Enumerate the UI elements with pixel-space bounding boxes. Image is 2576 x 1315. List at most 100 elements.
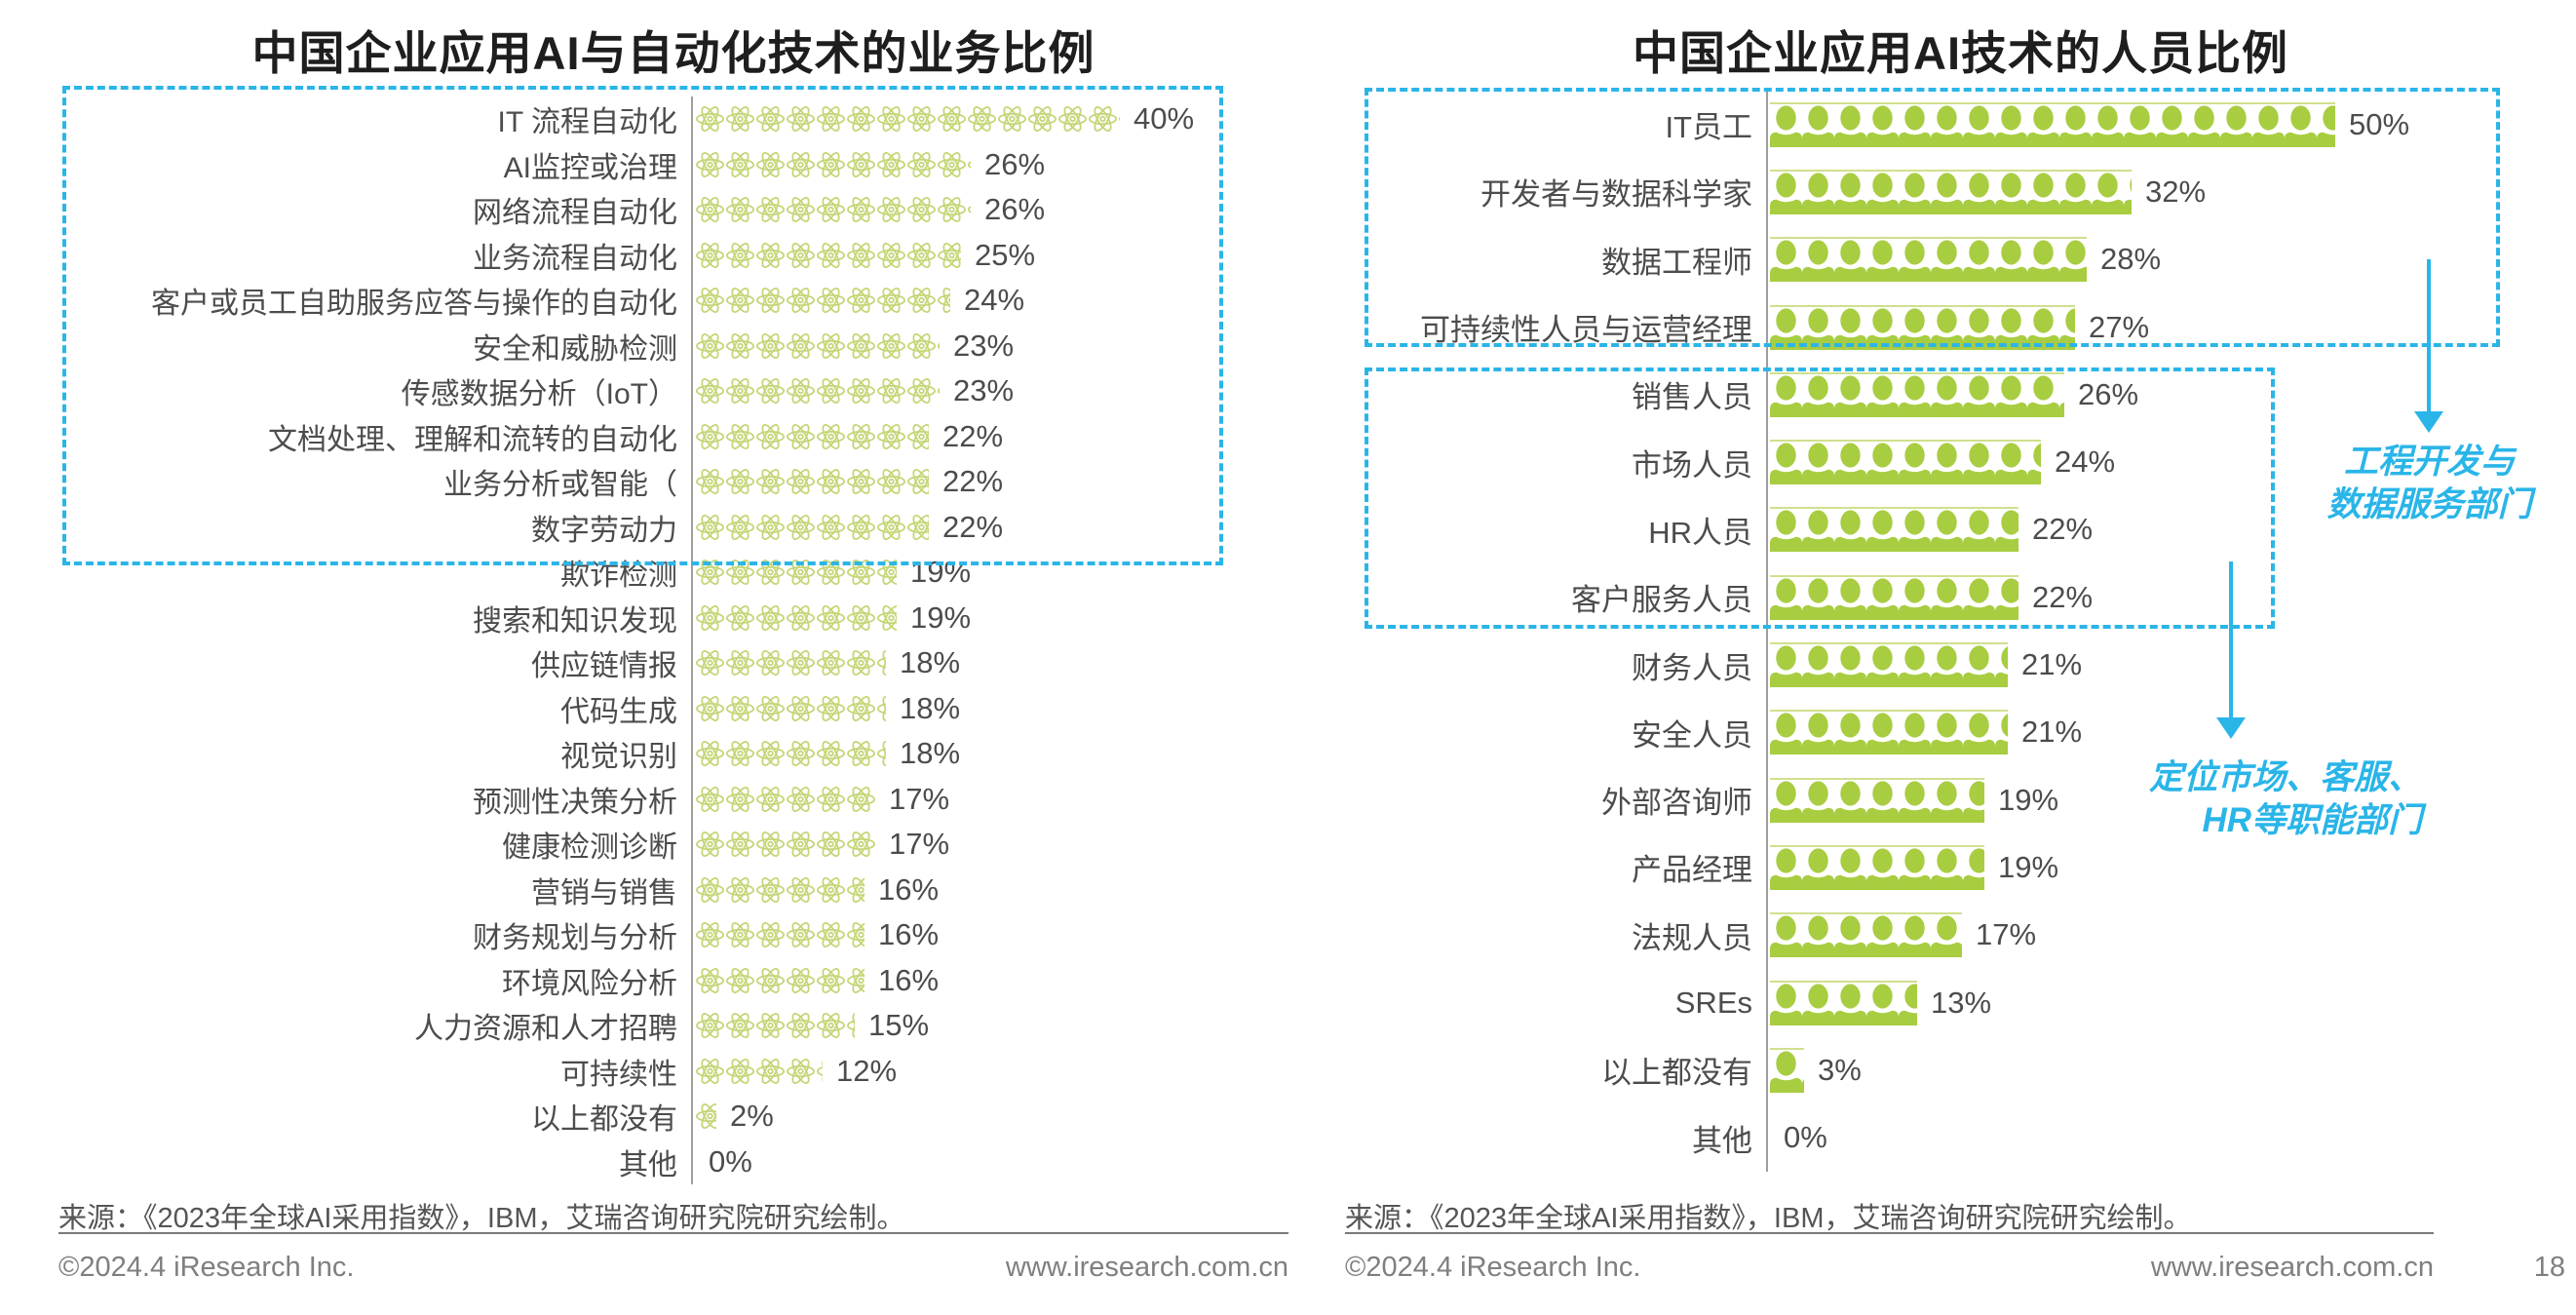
value-label: 32% <box>2145 174 2207 209</box>
value-label: 22% <box>942 418 1004 453</box>
atom-icon <box>695 739 725 768</box>
value-label: 26% <box>2078 376 2139 411</box>
chart-row: SREs 13% <box>1345 968 2576 1037</box>
category-label: 数字劳动力 <box>531 514 677 547</box>
category-label: 财务规划与分析 <box>473 922 677 955</box>
person-icon <box>1866 172 1899 214</box>
bar-zone: 17% <box>1766 901 2576 969</box>
bar-zone: 17% <box>691 776 1288 822</box>
category-label: 视觉识别 <box>560 741 677 774</box>
atom-icon <box>786 241 816 270</box>
bar-zone: 18% <box>691 731 1288 777</box>
person-icon <box>1931 442 1963 485</box>
copyright-text: ©2024.4 iResearch Inc. <box>1345 1252 1641 1283</box>
atom-icon <box>786 195 816 224</box>
person-icon <box>1899 983 1917 1025</box>
category-label: 外部咨询师 <box>1601 786 1752 821</box>
atom-icon <box>876 694 886 723</box>
atom-icon <box>1088 104 1118 134</box>
atom-icon <box>846 195 876 224</box>
person-icon <box>1802 509 1834 553</box>
category-label: 文档处理、理解和流转的自动化 <box>268 423 677 456</box>
atom-icon <box>755 739 786 768</box>
annotation-functional-dept: 定位市场、客服、 HR等职能部门 <box>2032 756 2422 842</box>
person-icon <box>1834 914 1866 958</box>
chart-row: HR人员 22% <box>1345 495 2576 564</box>
pictogram-bar <box>695 241 961 270</box>
atom-icon <box>937 150 967 179</box>
atom-icon <box>967 195 971 224</box>
bar-zone: 0% <box>691 1139 1288 1184</box>
atom-icon <box>786 830 816 859</box>
category-label: 客户或员工自助服务应答与操作的自动化 <box>151 288 677 321</box>
chart-row: 以上都没有 3% <box>1345 1036 2576 1104</box>
bar-zone: 16% <box>691 912 1288 958</box>
pictogram-bar <box>1770 710 2008 755</box>
bar-zone: 16% <box>691 957 1288 1003</box>
atom-icon <box>846 241 876 270</box>
atom-icon <box>937 104 967 134</box>
atom-icon <box>725 286 755 315</box>
person-icon <box>1899 239 1931 283</box>
person-icon <box>1963 442 1995 485</box>
chart-row: 传感数据分析（IoT） 23% <box>58 368 1288 414</box>
atom-icon <box>816 422 846 451</box>
atom-icon <box>786 785 816 814</box>
value-label: 2% <box>730 1099 774 1134</box>
category-label: 市场人员 <box>1632 447 1752 483</box>
bar-zone: 0% <box>1766 1103 2576 1172</box>
atom-icon <box>846 875 865 905</box>
atom-icon <box>816 104 846 134</box>
atom-icon <box>876 648 886 677</box>
atom-icon <box>755 875 786 905</box>
pictogram-bar <box>695 648 886 677</box>
down-arrow-icon <box>2414 411 2443 433</box>
category-label: 健康检测诊断 <box>502 832 677 865</box>
person-icon <box>1866 712 1899 755</box>
atom-icon <box>755 1011 786 1040</box>
atom-icon <box>695 830 725 859</box>
website-text: www.iresearch.com.cn <box>1005 1252 1288 1283</box>
chart-row: 视觉识别 18% <box>58 731 1288 777</box>
atom-icon <box>816 830 846 859</box>
category-label: IT员工 <box>1665 110 1752 145</box>
person-icon <box>1802 644 1834 688</box>
atom-icon <box>816 558 846 587</box>
atom-icon <box>786 331 816 361</box>
person-icon <box>2092 104 2124 147</box>
category-label: 数据工程师 <box>1601 245 1752 280</box>
person-icon <box>1770 644 1802 688</box>
category-label: 销售人员 <box>1632 380 1752 415</box>
chart-row: 数据工程师 28% <box>1345 225 2576 293</box>
atom-icon <box>906 195 937 224</box>
atom-icon <box>695 286 725 315</box>
person-icon <box>1834 644 1866 688</box>
pictogram-bar <box>695 785 875 814</box>
atom-icon <box>755 785 786 814</box>
category-label: 预测性决策分析 <box>473 786 677 819</box>
pictogram-bar <box>1770 642 2008 688</box>
chart-row: 环境风险分析 16% <box>58 957 1288 1003</box>
category-label: 人力资源和人才招聘 <box>414 1013 677 1046</box>
person-icon <box>1963 577 1995 620</box>
chart-row: 安全和威胁检测 23% <box>58 323 1288 368</box>
bar-zone: 26% <box>691 187 1288 233</box>
atom-icon <box>997 104 1027 134</box>
atom-icon <box>786 422 816 451</box>
atom-icon <box>816 376 846 406</box>
chart-row: IT员工 50% <box>1345 91 2576 159</box>
value-label: 19% <box>910 555 972 590</box>
person-icon <box>1802 172 1834 214</box>
person-icon <box>1802 780 1834 823</box>
person-icon <box>1834 239 1866 283</box>
atom-icon <box>816 1057 823 1086</box>
person-icon <box>1931 644 1963 688</box>
person-icon <box>2124 104 2156 147</box>
highlight-box-business-top10 <box>62 86 1223 565</box>
atom-icon <box>876 422 906 451</box>
person-icon <box>1802 914 1834 958</box>
atom-icon <box>695 648 725 677</box>
bar-zone: 23% <box>691 368 1288 414</box>
atom-icon <box>816 150 846 179</box>
atom-icon <box>816 195 846 224</box>
